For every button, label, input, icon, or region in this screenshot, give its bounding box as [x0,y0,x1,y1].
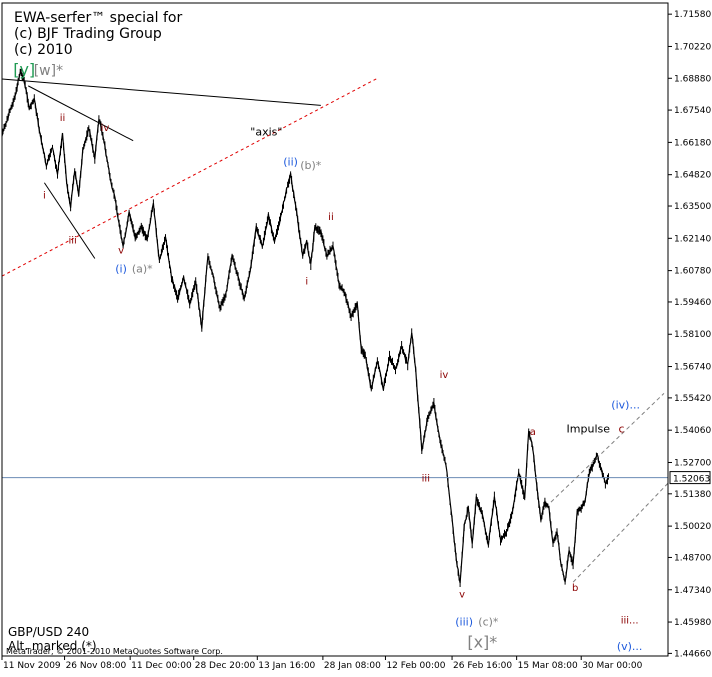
symbol-label: GBP/USD 240 [8,625,89,639]
wave-label: "axis" [250,125,282,138]
channel-lower-line [572,474,677,583]
channel-upper-line [550,393,665,503]
title-line: (c) 2010 [14,42,73,58]
y-tick-label: 1.56740 [674,363,711,373]
wave-label: iii... [621,615,639,626]
wave-label: (c)* [478,615,499,628]
y-tick-label: 1.68880 [674,74,711,84]
x-tick-label: 11 Dec 00:00 [131,661,192,671]
y-tick-label: 1.54060 [674,426,711,436]
y-tick-label: 1.45980 [674,618,711,628]
y-tick-label: 1.47340 [674,586,711,596]
wave-label: (b)* [300,159,322,172]
wedge-upper-line [28,85,134,142]
wave-label: b [572,583,578,594]
wave-label: v [459,589,465,600]
wedge-lower-line [43,182,96,259]
wave-label: a [530,427,536,438]
y-tick-label: 1.67540 [674,106,711,116]
x-tick-label: 26 Nov 08:00 [66,661,127,671]
plot-frame [1,2,669,657]
wave-label: (iii) [455,615,473,628]
wave-label: iii [422,473,430,484]
x-tick-label: 30 Mar 00:00 [582,661,642,671]
y-tick-label: 1.52700 [674,458,711,468]
wave-label: Impulse [567,423,611,436]
red-dashed-trendline [1,77,378,277]
x-tick-label: 26 Feb 16:00 [453,661,512,671]
x-tick-label: 28 Jan 08:00 [324,661,381,671]
current-price-label: 1.52063 [673,475,710,485]
wave-label: iv [440,370,449,381]
wave-label: [y] [13,60,35,79]
title-line: (c) BJF Trading Group [14,26,162,42]
wave-label: [w]* [34,63,63,79]
x-tick-label: 28 Dec 20:00 [195,661,256,671]
y-tick-label: 1.48700 [674,553,711,563]
wave-label: [x]* [467,633,497,652]
wave-label: i [43,190,46,201]
y-tick-label: 1.58100 [674,330,711,340]
y-tick-label: 1.64820 [674,171,711,181]
y-tick-label: 1.71580 [674,10,711,20]
copyright-label: MetaTrader, © 2001-2010 MetaQuotes Softw… [6,647,223,656]
y-tick-label: 1.51380 [674,490,711,500]
axis-trendline [1,78,321,106]
y-tick-label: 1.59460 [674,298,711,308]
y-tick-label: 1.55420 [674,394,711,404]
wave-label: (v)... [617,640,643,653]
wave-label: iv [101,123,110,134]
y-tick-label: 1.44660 [674,649,711,659]
y-tick-label: 1.62140 [674,234,711,244]
x-tick-label: 15 Mar 08:00 [518,661,578,671]
wave-label: ii [328,212,334,223]
wave-label: (iv)... [611,398,640,411]
wave-label: i [305,276,308,287]
wave-label: iii [68,236,76,247]
y-tick-label: 1.66180 [674,138,711,148]
x-tick-label: 13 Jan 16:00 [258,661,315,671]
x-tick-label: 11 Nov 2009 [3,661,61,671]
y-tick-label: 1.50020 [674,522,711,532]
price-line [1,71,609,584]
y-tick-label: 1.60780 [674,267,711,277]
y-tick-label: 1.63500 [674,202,711,212]
wave-label: (i) [115,263,127,276]
current-price-box [669,471,711,485]
wave-label: ii [60,113,66,124]
alt-note-label: Alt. marked (*) [8,639,97,653]
wave-label: (a)* [132,263,153,276]
title-line: EWA-serfer™ special for [14,10,182,26]
wave-label: (ii) [283,156,298,169]
y-tick-label: 1.70220 [674,42,711,52]
x-tick-label: 12 Feb 00:00 [386,661,445,671]
wave-label: c [619,423,625,436]
wave-label: v [118,246,124,257]
